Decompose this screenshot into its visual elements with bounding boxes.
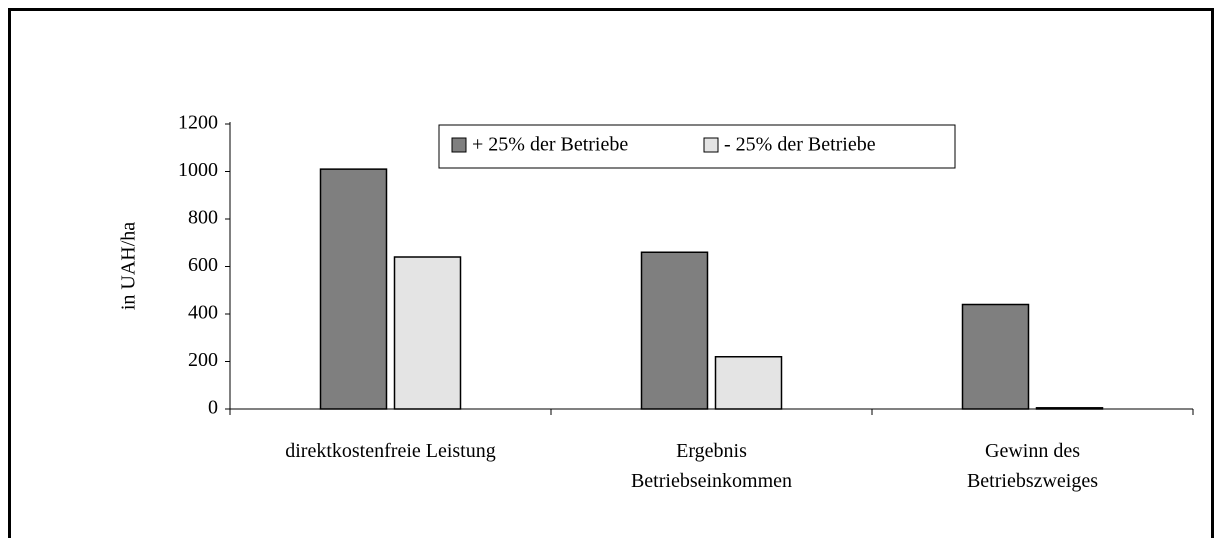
bar xyxy=(319,168,388,410)
y-tick-label: 800 xyxy=(188,207,218,229)
frame xyxy=(8,8,1214,538)
y-tick-label: 400 xyxy=(188,302,218,324)
legend-label: - 25% der Betriebe xyxy=(724,134,876,156)
legend-box xyxy=(438,124,956,169)
bar xyxy=(1035,407,1104,410)
legend-swatch xyxy=(451,137,467,153)
x-tick-label: Ergebnis Betriebseinkommen xyxy=(630,440,793,492)
y-tick-label: 600 xyxy=(188,254,218,276)
x-tick-label: direktkostenfreie Leistung xyxy=(285,440,496,462)
y-tick-label: 200 xyxy=(188,349,218,371)
y-tick-label: 1000 xyxy=(178,159,218,181)
y-axis-label: in UAH/ha xyxy=(118,222,140,310)
bar xyxy=(393,256,462,410)
y-tick-label: 0 xyxy=(208,397,218,419)
x-tick-label: Gewinn des Betriebszweiges xyxy=(966,440,1099,492)
bar xyxy=(640,251,709,410)
legend-label: + 25% der Betriebe xyxy=(472,134,628,156)
y-tick-label: 1200 xyxy=(178,112,218,134)
bar xyxy=(961,303,1030,410)
legend-swatch xyxy=(703,137,719,153)
bar xyxy=(714,356,783,410)
